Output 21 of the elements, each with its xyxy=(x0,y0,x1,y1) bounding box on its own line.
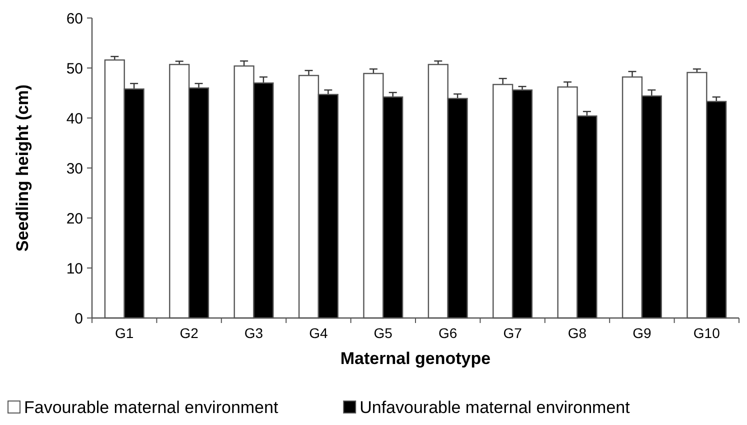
y-tick-label: 30 xyxy=(66,160,83,178)
x-tick-label: G9 xyxy=(632,325,652,341)
x-tick-label: G2 xyxy=(180,325,199,341)
y-tick-label: 40 xyxy=(66,110,83,128)
y-tick-label: 60 xyxy=(66,10,83,28)
x-tick-label: G4 xyxy=(309,325,328,341)
x-tick-label: G7 xyxy=(503,325,522,341)
x-tick-label: G10 xyxy=(693,325,720,341)
x-tick-label: G6 xyxy=(438,325,458,341)
legend-label: Unfavourable maternal environment xyxy=(360,398,630,417)
legend-label: Favourable maternal environment xyxy=(24,398,278,417)
x-axis-title: Maternal genotype xyxy=(340,349,491,368)
x-tick-label: G3 xyxy=(244,325,264,341)
y-tick-label: 20 xyxy=(66,210,83,228)
x-tick-label: G5 xyxy=(374,325,393,341)
x-tick-label: G1 xyxy=(115,325,134,341)
y-tick-label: 10 xyxy=(66,260,83,278)
y-axis-title: Seedling height (cm) xyxy=(13,84,32,252)
x-tick-label: G8 xyxy=(568,325,587,341)
y-tick-label: 0 xyxy=(74,310,83,328)
y-tick-label: 50 xyxy=(66,60,83,78)
